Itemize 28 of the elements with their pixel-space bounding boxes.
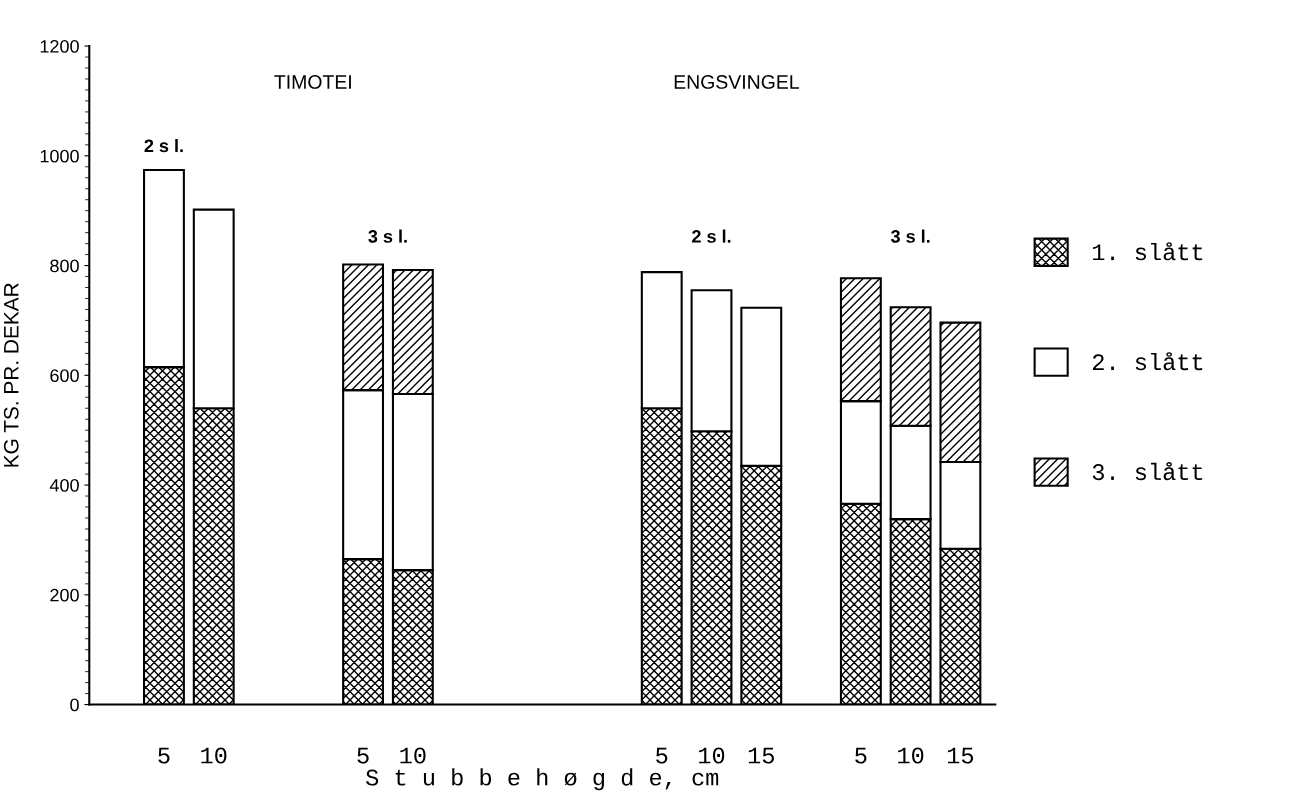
y-tick-label: 600 bbox=[50, 369, 79, 383]
legend-label: 3. slått bbox=[1092, 462, 1203, 481]
legend-label: 2. slått bbox=[1092, 352, 1203, 371]
annotation: 3 s l. bbox=[890, 229, 930, 243]
y-axis-title: KG TS. PR. DEKAR bbox=[3, 283, 19, 467]
y-tick-label: 1000 bbox=[40, 149, 79, 163]
y-tick-label: 400 bbox=[49, 479, 79, 492]
x-tick-label: 5 bbox=[656, 747, 668, 764]
x-tick-label: 10 bbox=[898, 747, 924, 764]
annotation: TIMOTEI bbox=[274, 75, 351, 89]
y-tick-label: 200 bbox=[50, 588, 79, 602]
x-tick-label: 15 bbox=[947, 747, 974, 764]
x-tick-label: 5 bbox=[357, 747, 369, 764]
annotation: 2 s l. bbox=[692, 229, 731, 243]
y-tick-label: 1200 bbox=[40, 39, 79, 53]
annotation: 2 s l. bbox=[144, 138, 183, 153]
x-tick-label: 5 bbox=[158, 747, 170, 764]
annotation: 3 s l. bbox=[368, 229, 407, 243]
y-tick-label: 0 bbox=[70, 698, 79, 712]
x-axis-title: S t u b b e h ø g d e, cm bbox=[366, 768, 719, 791]
x-tick-label: 10 bbox=[201, 747, 227, 764]
x-tick-label: 10 bbox=[699, 747, 725, 764]
x-tick-label: 15 bbox=[748, 747, 774, 764]
x-tick-label: 10 bbox=[400, 747, 426, 764]
y-tick-label: 800 bbox=[50, 259, 79, 273]
annotation: ENGSVINGEL bbox=[674, 75, 799, 89]
x-tick-label: 5 bbox=[855, 747, 867, 764]
legend-label: 1. slått bbox=[1093, 242, 1203, 261]
